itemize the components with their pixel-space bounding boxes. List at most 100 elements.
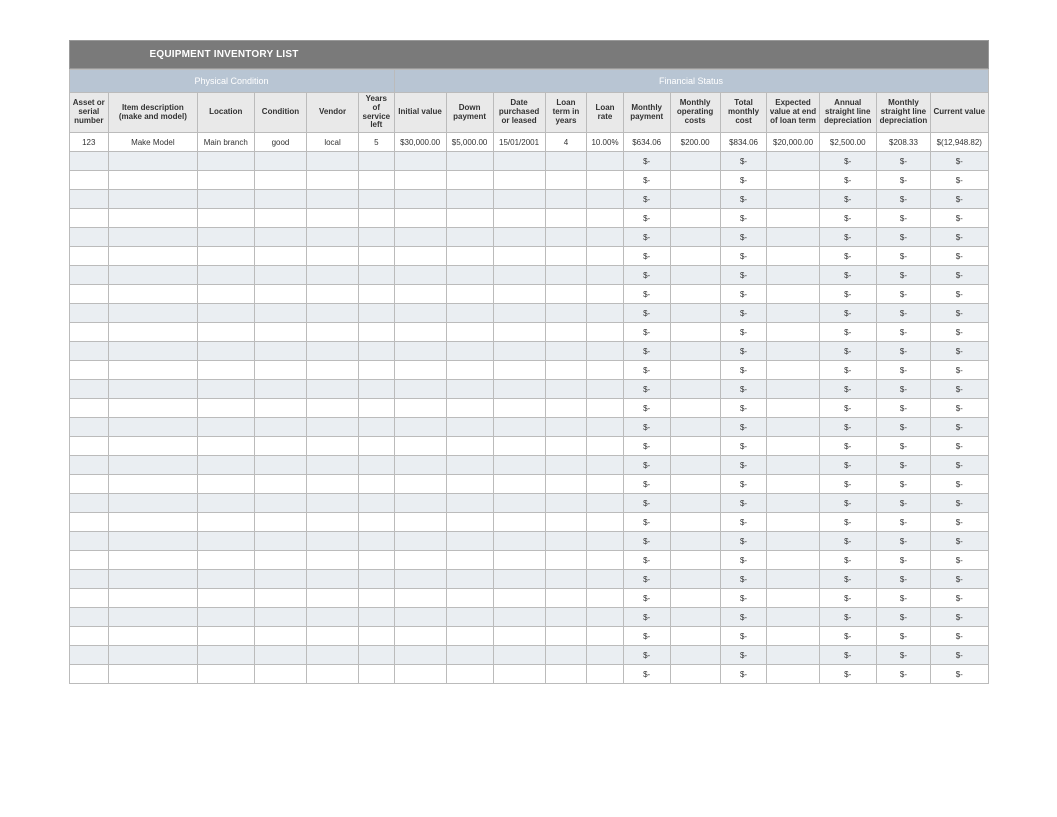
cell[interactable]: $- xyxy=(623,361,670,380)
cell[interactable]: $5,000.00 xyxy=(446,133,493,152)
cell[interactable] xyxy=(587,608,623,627)
cell[interactable] xyxy=(493,608,545,627)
cell[interactable] xyxy=(359,399,394,418)
cell[interactable] xyxy=(69,209,109,228)
cell[interactable] xyxy=(254,285,306,304)
cell[interactable] xyxy=(254,361,306,380)
cell[interactable]: 10.00% xyxy=(587,133,623,152)
cell[interactable]: $- xyxy=(623,456,670,475)
cell[interactable] xyxy=(109,551,198,570)
cell[interactable] xyxy=(69,323,109,342)
cell[interactable] xyxy=(359,570,394,589)
cell[interactable] xyxy=(307,190,359,209)
cell[interactable] xyxy=(359,323,394,342)
cell[interactable]: $- xyxy=(720,627,767,646)
cell[interactable] xyxy=(197,551,254,570)
cell[interactable]: $- xyxy=(720,209,767,228)
cell[interactable]: $- xyxy=(623,551,670,570)
cell[interactable] xyxy=(545,247,587,266)
cell[interactable] xyxy=(587,456,623,475)
cell[interactable] xyxy=(359,589,394,608)
cell[interactable] xyxy=(359,475,394,494)
cell[interactable] xyxy=(394,570,446,589)
cell[interactable] xyxy=(109,399,198,418)
cell[interactable]: $- xyxy=(623,304,670,323)
cell[interactable] xyxy=(109,608,198,627)
cell[interactable] xyxy=(197,209,254,228)
cell[interactable]: $- xyxy=(623,380,670,399)
cell[interactable] xyxy=(69,399,109,418)
cell[interactable]: $- xyxy=(876,342,930,361)
cell[interactable] xyxy=(307,228,359,247)
cell[interactable] xyxy=(670,475,720,494)
cell[interactable] xyxy=(307,646,359,665)
cell[interactable] xyxy=(394,380,446,399)
cell[interactable]: Make Model xyxy=(109,133,198,152)
cell[interactable]: $- xyxy=(876,380,930,399)
cell[interactable] xyxy=(254,608,306,627)
cell[interactable]: $- xyxy=(876,646,930,665)
cell[interactable]: $- xyxy=(720,304,767,323)
cell[interactable] xyxy=(446,456,493,475)
cell[interactable]: $- xyxy=(720,266,767,285)
cell[interactable] xyxy=(767,418,819,437)
cell[interactable] xyxy=(197,228,254,247)
cell[interactable]: $- xyxy=(623,608,670,627)
cell[interactable] xyxy=(545,551,587,570)
cell[interactable] xyxy=(394,551,446,570)
cell[interactable]: $- xyxy=(623,665,670,684)
cell[interactable] xyxy=(254,171,306,190)
cell[interactable]: $- xyxy=(876,152,930,171)
cell[interactable] xyxy=(109,456,198,475)
cell[interactable] xyxy=(254,494,306,513)
cell[interactable]: $- xyxy=(819,247,876,266)
cell[interactable] xyxy=(197,608,254,627)
cell[interactable]: $200.00 xyxy=(670,133,720,152)
cell[interactable] xyxy=(197,456,254,475)
cell[interactable] xyxy=(69,152,109,171)
cell[interactable] xyxy=(446,247,493,266)
cell[interactable] xyxy=(394,665,446,684)
cell[interactable] xyxy=(767,361,819,380)
cell[interactable] xyxy=(446,380,493,399)
cell[interactable]: $- xyxy=(720,570,767,589)
cell[interactable] xyxy=(307,475,359,494)
cell[interactable] xyxy=(587,551,623,570)
cell[interactable] xyxy=(307,285,359,304)
cell[interactable] xyxy=(109,247,198,266)
cell[interactable]: $30,000.00 xyxy=(394,133,446,152)
cell[interactable] xyxy=(587,532,623,551)
cell[interactable] xyxy=(197,342,254,361)
cell[interactable] xyxy=(545,190,587,209)
cell[interactable] xyxy=(197,532,254,551)
cell[interactable]: $- xyxy=(623,171,670,190)
cell[interactable] xyxy=(446,608,493,627)
cell[interactable] xyxy=(670,551,720,570)
cell[interactable] xyxy=(197,361,254,380)
cell[interactable]: $- xyxy=(931,152,988,171)
cell[interactable]: $- xyxy=(819,418,876,437)
cell[interactable] xyxy=(446,475,493,494)
cell[interactable] xyxy=(394,627,446,646)
cell[interactable]: good xyxy=(254,133,306,152)
cell[interactable] xyxy=(307,266,359,285)
cell[interactable] xyxy=(767,266,819,285)
cell[interactable] xyxy=(446,342,493,361)
cell[interactable] xyxy=(254,190,306,209)
cell[interactable] xyxy=(493,532,545,551)
cell[interactable]: $- xyxy=(819,228,876,247)
cell[interactable] xyxy=(359,646,394,665)
cell[interactable]: $- xyxy=(623,494,670,513)
cell[interactable]: $634.06 xyxy=(623,133,670,152)
cell[interactable]: $- xyxy=(720,494,767,513)
cell[interactable]: $- xyxy=(876,247,930,266)
cell[interactable] xyxy=(670,228,720,247)
cell[interactable] xyxy=(767,589,819,608)
cell[interactable] xyxy=(394,475,446,494)
cell[interactable] xyxy=(109,627,198,646)
cell[interactable] xyxy=(69,304,109,323)
cell[interactable]: $- xyxy=(623,437,670,456)
cell[interactable]: $- xyxy=(623,418,670,437)
cell[interactable] xyxy=(446,361,493,380)
cell[interactable] xyxy=(587,247,623,266)
